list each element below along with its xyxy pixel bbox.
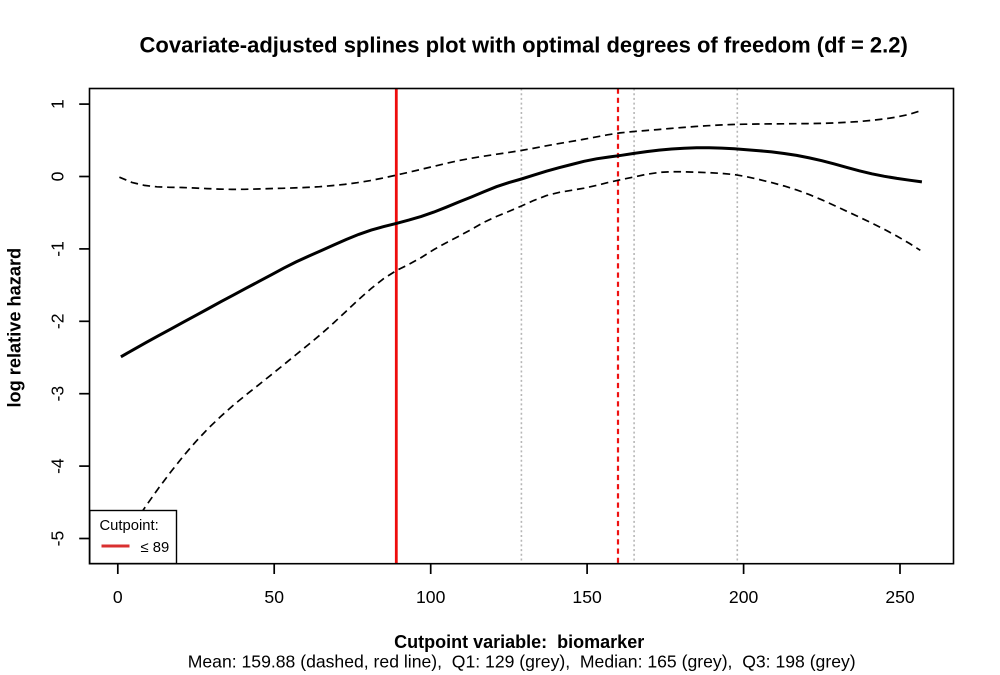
svg-text:Covariate-adjusted splines plo: Covariate-adjusted splines plot with opt… [140,33,908,58]
svg-text:0: 0 [48,171,68,181]
svg-text:200: 200 [729,587,759,607]
svg-text:Mean: 159.88 (dashed, red line: Mean: 159.88 (dashed, red line), Q1: 129… [188,652,856,672]
svg-text:Cutpoint:: Cutpoint: [100,518,159,534]
svg-text:-4: -4 [48,458,68,474]
svg-text:250: 250 [885,587,915,607]
svg-text:Cutpoint variable: biomarker: Cutpoint variable: biomarker [394,632,644,652]
svg-text:-1: -1 [48,241,68,257]
svg-text:-2: -2 [48,313,68,329]
svg-text:≤ 89: ≤ 89 [141,540,170,556]
svg-text:50: 50 [264,587,284,607]
svg-text:-3: -3 [48,386,68,402]
svg-text:0: 0 [113,587,123,607]
svg-text:150: 150 [572,587,602,607]
svg-text:100: 100 [416,587,446,607]
svg-text:log relative hazard: log relative hazard [5,248,25,408]
svg-text:-5: -5 [48,530,68,546]
svg-text:1: 1 [48,99,68,109]
